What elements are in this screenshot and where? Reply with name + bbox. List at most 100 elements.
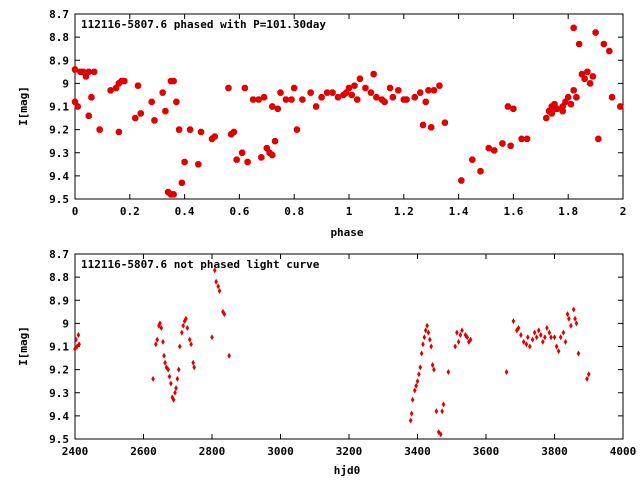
x-tick-label: 0.2 [120,205,140,218]
data-point [85,68,92,76]
y-tick-label: 9 [62,77,69,90]
data-point [563,338,568,345]
data-point [354,96,361,103]
data-point [74,336,78,343]
x-axis-label: phase [330,226,363,239]
data-point [90,68,98,76]
data-point [151,375,155,382]
x-tick-label: 2600 [130,445,157,458]
data-point [554,343,559,350]
data-point [419,350,424,357]
data-point [329,89,336,96]
data-point [584,68,591,76]
y-tick-label: 9.2 [49,364,69,377]
data-point [181,322,186,329]
y-tick-label: 9.1 [49,341,69,354]
data-point [88,94,95,101]
x-tick-label: 0.8 [284,205,304,218]
x-tick-label: 4000 [610,445,637,458]
y-tick-label: 8.8 [49,271,69,284]
data-point [561,329,566,336]
data-point [507,142,514,150]
data-point [532,329,537,336]
data-point [419,121,427,129]
data-point [187,336,192,343]
data-point [436,82,443,89]
data-point [589,73,597,80]
data-point [576,350,581,357]
y-axis-label: I[mag] [17,86,30,126]
data-point [293,126,301,133]
data-point [570,87,577,94]
data-point [291,84,298,92]
y-tick-label: 9.1 [49,101,69,114]
data-point [132,114,139,122]
data-point [477,168,484,175]
y-tick-label: 9.4 [49,410,69,423]
data-point [468,336,473,343]
data-point [423,327,428,334]
data-point [161,338,165,345]
data-point [269,151,276,159]
plot-area-frame [74,253,624,440]
data-point [586,371,591,378]
data-point [432,366,436,373]
x-tick-label: 3200 [336,445,363,458]
unphased-light-curve-panel: 2400 2600 2800 3000 3200 3400 3600 3800 4000 8.7 8… [17,248,636,477]
data-point [414,382,418,389]
x-tick-label: 1 [346,205,353,218]
x-tick-label: 1.8 [558,205,578,218]
data-point [524,341,529,348]
data-point [121,77,128,85]
data-point [617,103,624,110]
data-point [441,119,449,126]
y-tick-label: 8.9 [49,294,69,307]
data-point [370,70,377,78]
data-points [71,24,624,198]
data-point [586,80,594,87]
data-point [107,87,114,94]
data-point [511,318,516,325]
data-point [525,334,530,341]
data-point [428,336,432,343]
data-point [558,334,563,341]
data-point [523,135,531,143]
y-tick-label: 8.9 [49,54,69,67]
data-point [260,94,268,101]
data-point [565,311,570,318]
data-point [367,89,375,96]
y-tick-label: 8.8 [49,31,69,44]
data-point [71,66,79,73]
x-tick-label: 2 [620,205,627,218]
data-point [573,315,577,322]
data-point [545,325,549,331]
data-point [530,336,535,343]
data-point [318,94,325,101]
data-point [77,341,81,348]
data-point [249,96,257,103]
data-point [181,158,188,166]
data-point [417,89,424,96]
data-point [282,96,290,103]
data-point [191,359,195,366]
data-point [137,110,144,117]
data-point [543,334,547,341]
data-point [233,156,240,163]
data-point [241,84,249,92]
data-point [174,385,178,392]
data-point [411,94,418,101]
data-point [154,341,158,348]
data-point [565,94,572,101]
y-tick-label: 9.3 [49,387,69,400]
data-point [307,89,314,96]
x-tick-label: 3800 [541,445,568,458]
plot-area-frame [74,13,624,200]
data-point [549,334,553,341]
data-point [345,84,353,92]
data-point [178,343,182,350]
data-point [469,156,476,163]
data-point [386,84,394,92]
data-point [210,334,214,341]
data-point [348,91,355,99]
y-tick-label: 9.2 [49,124,69,137]
